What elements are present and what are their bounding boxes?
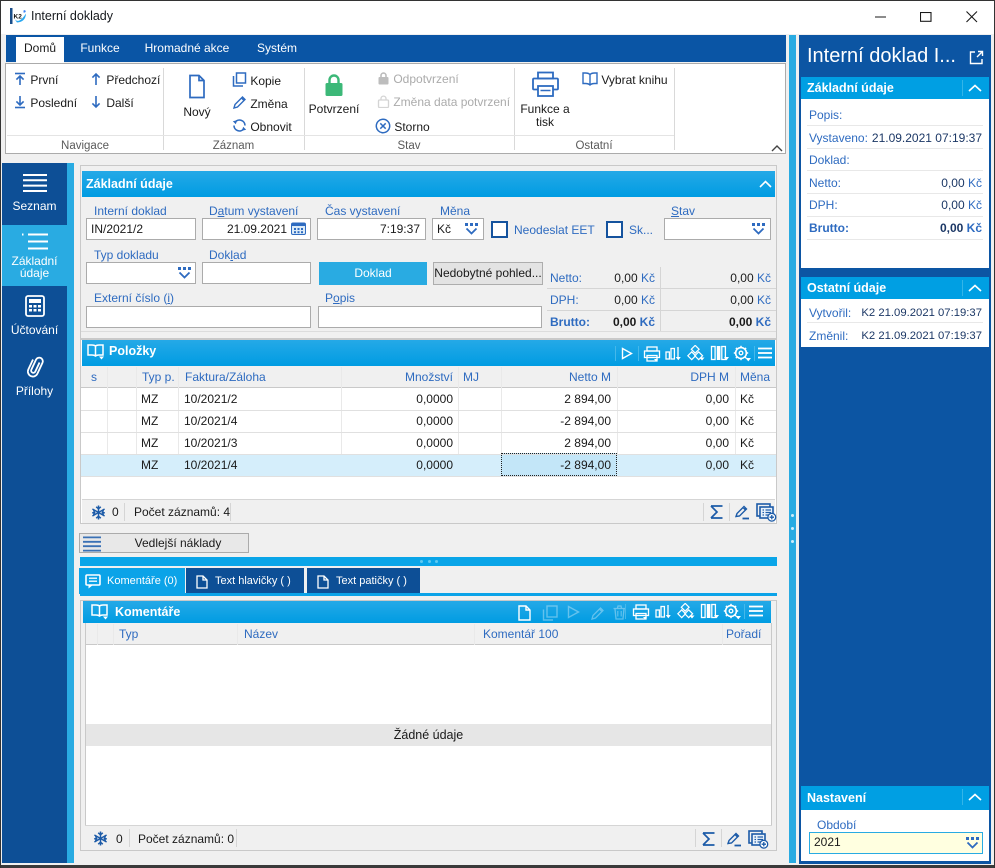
svg-text:K2: K2	[14, 14, 23, 21]
